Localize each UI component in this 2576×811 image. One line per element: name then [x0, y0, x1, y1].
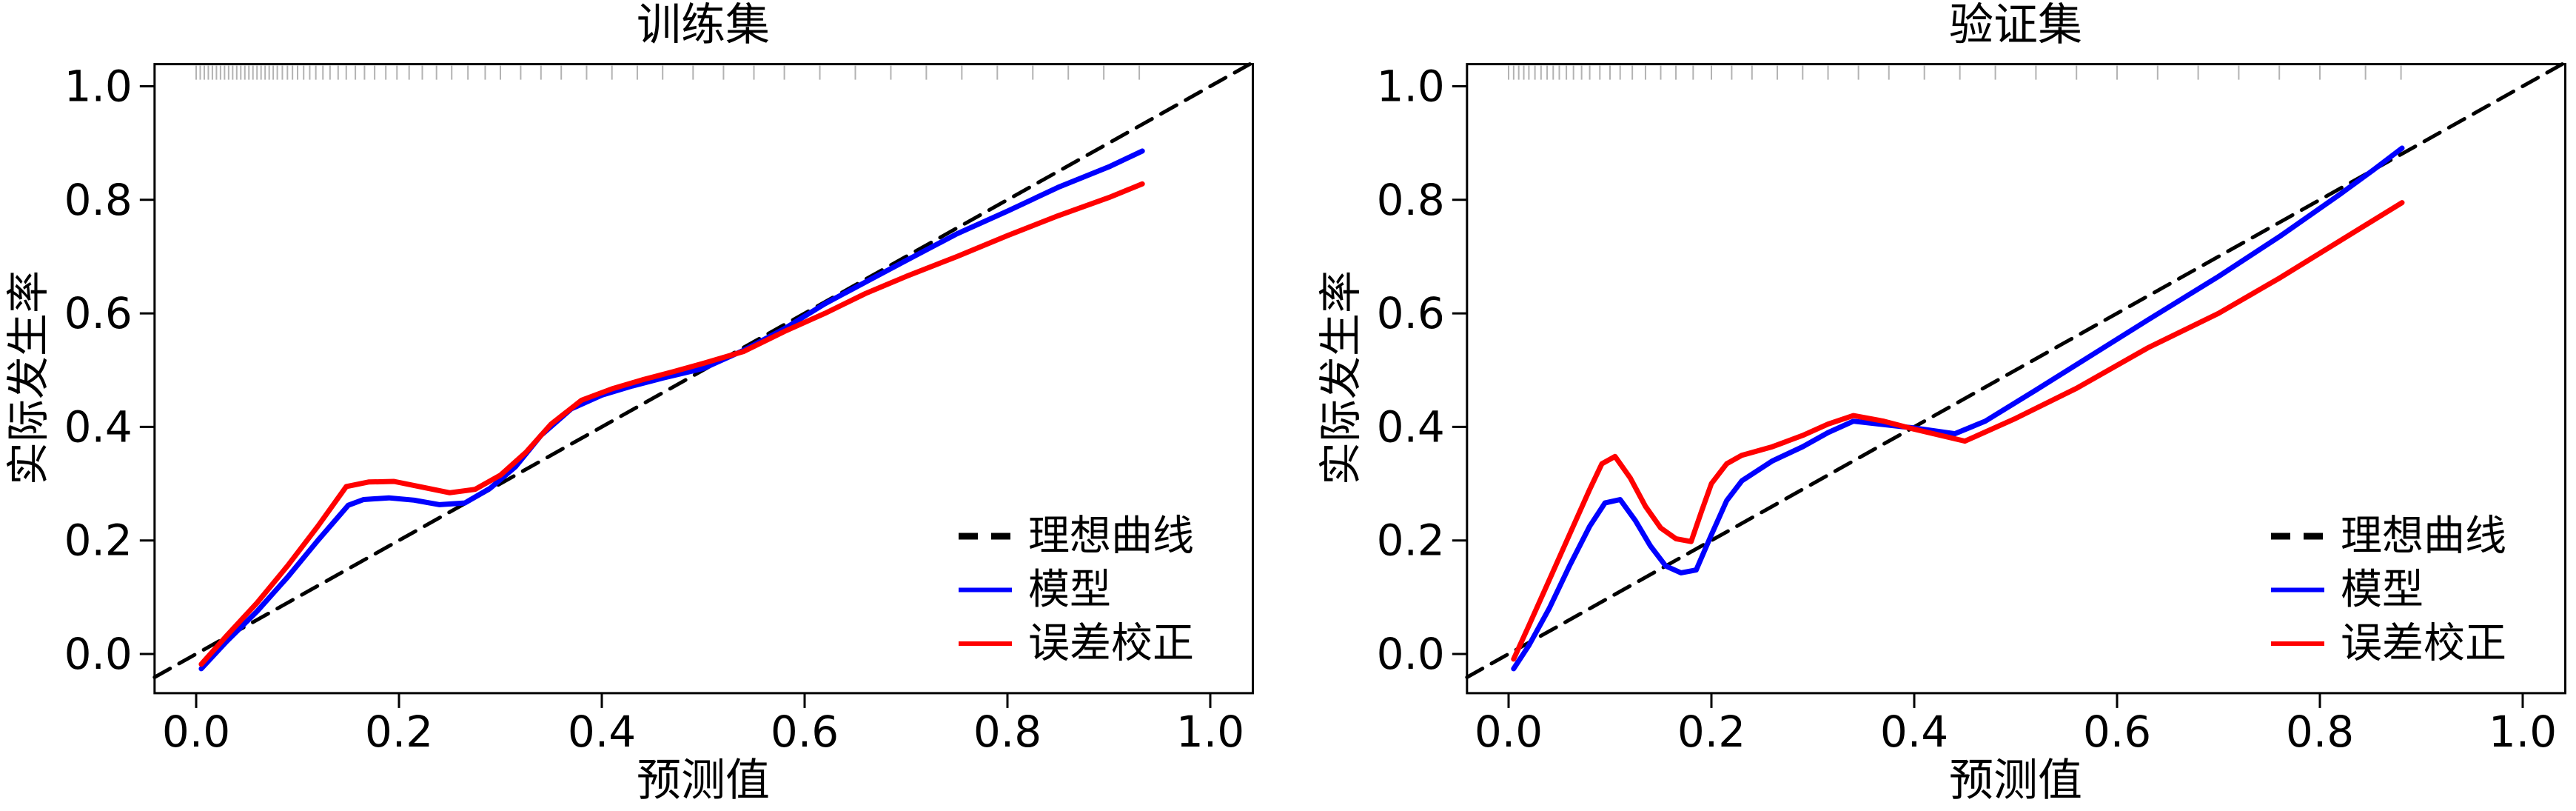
x-tick-label: 0.0 — [1475, 707, 1543, 757]
x-axis-label: 预测值 — [637, 755, 770, 807]
plot-box — [1466, 63, 2567, 695]
panel-title: 训练集 — [637, 0, 770, 51]
y-tick-label: 1.0 — [1377, 61, 1445, 112]
y-tick-label: 0.6 — [64, 288, 133, 338]
x-tick-label: 1.0 — [2489, 707, 2557, 757]
corrected-curve — [1511, 200, 2405, 662]
y-tick-label: 0.4 — [64, 401, 133, 452]
corrected-curve — [198, 181, 1145, 667]
x-tick-label: 0.4 — [568, 707, 636, 757]
x-tick-label: 0.0 — [162, 707, 230, 757]
panel-title: 验证集 — [1949, 0, 2082, 51]
x-axis-label: 预测值 — [1949, 755, 2082, 807]
model-curve — [1511, 145, 2405, 672]
x-tick-label: 0.2 — [1677, 707, 1745, 757]
legend-label: 理想曲线 — [2341, 513, 2506, 561]
x-tick-label: 0.4 — [1880, 707, 1948, 757]
y-tick-label: 0.2 — [1377, 515, 1445, 566]
legend-label: 理想曲线 — [1028, 513, 1194, 561]
y-axis-label: 实际发生率 — [3, 270, 53, 485]
y-tick-label: 0.4 — [1377, 401, 1445, 452]
y-tick-label: 0.2 — [64, 515, 133, 566]
x-tick-label: 0.2 — [365, 707, 433, 757]
y-tick-label: 0.8 — [1377, 175, 1445, 225]
x-tick-label: 0.8 — [2286, 707, 2354, 757]
legend-label: 误差校正 — [2341, 620, 2506, 668]
y-tick-label: 0.8 — [64, 175, 133, 225]
panel-validation: 0.0 0.2 0.4 0.6 0.8 1.0 0.0 0.2 0.4 0.6 0.8 1.0 验证集预… — [1315, 0, 2567, 807]
panel-training: 0.0 0.2 0.4 0.6 0.8 1.0 0.0 0.2 0.4 0.6 0.8 1.0 训练集预… — [3, 0, 1255, 807]
y-tick-label: 1.0 — [64, 61, 133, 112]
x-tick-label: 0.8 — [973, 707, 1042, 757]
legend-label: 误差校正 — [1028, 620, 1194, 668]
y-tick-label: 0.0 — [1377, 629, 1445, 679]
plot-box — [153, 63, 1255, 695]
x-tick-label: 1.0 — [1176, 707, 1244, 757]
legend-label: 模型 — [2341, 566, 2424, 614]
y-tick-label: 0.6 — [1377, 288, 1445, 338]
y-axis-label: 实际发生率 — [1315, 270, 1366, 485]
legend-label: 模型 — [1028, 566, 1111, 614]
x-tick-label: 0.6 — [771, 707, 839, 757]
x-tick-label: 0.6 — [2083, 707, 2151, 757]
y-tick-label: 0.0 — [64, 629, 133, 679]
